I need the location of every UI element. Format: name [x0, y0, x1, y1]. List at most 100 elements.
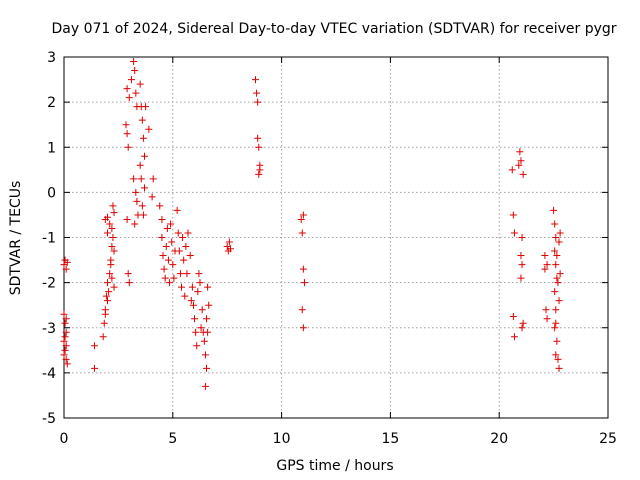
data-point — [541, 265, 549, 273]
data-point — [543, 261, 551, 269]
data-point — [255, 170, 263, 178]
data-point — [123, 130, 131, 138]
data-point — [168, 238, 176, 246]
data-point — [125, 279, 133, 287]
data-point — [551, 220, 559, 228]
data-point — [90, 364, 98, 372]
data-point — [519, 319, 527, 327]
data-point — [194, 288, 202, 296]
y-tick-label: -5 — [42, 411, 56, 427]
data-point — [179, 234, 187, 241]
data-point — [145, 125, 153, 133]
data-point — [509, 211, 517, 219]
data-point — [158, 234, 166, 241]
y-tick-label: -1 — [42, 231, 56, 247]
data-point — [180, 256, 188, 264]
data-point — [251, 76, 259, 84]
data-point — [132, 89, 140, 97]
data-point — [509, 312, 517, 320]
data-point — [176, 270, 184, 278]
data-point — [61, 333, 69, 341]
data-point — [183, 270, 191, 278]
data-point — [156, 202, 164, 210]
data-point — [163, 224, 171, 232]
data-point — [554, 279, 562, 287]
y-tick-label: 0 — [47, 185, 56, 201]
data-point — [60, 351, 68, 359]
data-point — [203, 364, 211, 372]
y-tick-label: 1 — [47, 140, 56, 156]
data-point — [104, 229, 112, 237]
data-point — [130, 175, 138, 183]
data-point — [551, 247, 559, 255]
data-point — [131, 220, 139, 228]
data-point — [203, 315, 211, 323]
data-point — [198, 306, 206, 314]
data-point — [166, 279, 174, 287]
data-point — [132, 188, 140, 196]
data-point — [62, 328, 70, 336]
y-tick-label: 2 — [47, 95, 56, 111]
data-point — [142, 103, 150, 111]
data-point — [139, 211, 147, 219]
data-point — [178, 283, 186, 291]
data-point — [298, 229, 306, 237]
data-point — [256, 166, 264, 174]
data-point — [108, 224, 116, 232]
data-point — [300, 279, 308, 287]
y-tick-labels: -5 -4 -3 -2 -1 0 1 2 3 — [42, 50, 56, 427]
data-point — [173, 206, 181, 214]
data-point — [162, 243, 170, 251]
x-tick-label: 15 — [381, 431, 399, 447]
data-point — [508, 166, 516, 174]
y-tick-label: -3 — [42, 321, 56, 337]
x-tick-label: 0 — [60, 431, 69, 447]
data-point — [516, 148, 524, 156]
data-point — [108, 274, 116, 282]
data-point — [555, 297, 563, 305]
data-point — [61, 319, 69, 327]
data-point — [63, 360, 71, 368]
data-point — [553, 337, 561, 345]
x-axis-label: GPS time / hours — [276, 458, 393, 474]
x-tick-label: 5 — [168, 431, 177, 447]
data-point — [62, 355, 70, 363]
data-point — [551, 288, 559, 296]
data-point — [552, 261, 560, 269]
data-point — [61, 346, 69, 354]
data-point — [552, 306, 560, 314]
data-point — [122, 121, 130, 129]
data-point — [109, 234, 117, 241]
data-point — [105, 288, 113, 296]
x-tick-label: 20 — [490, 431, 508, 447]
data-point — [164, 256, 172, 264]
data-point — [60, 337, 68, 345]
x-tick-label: 25 — [599, 431, 617, 447]
data-point — [187, 297, 195, 305]
grid-layer — [64, 57, 608, 418]
data-point — [184, 229, 192, 237]
data-point — [555, 364, 563, 372]
data-point — [254, 134, 262, 142]
data-point — [189, 301, 197, 309]
data-point — [127, 76, 135, 84]
data-point — [193, 342, 201, 350]
data-point — [106, 220, 114, 228]
data-point — [109, 202, 117, 210]
data-point — [137, 175, 145, 183]
data-point — [159, 252, 167, 260]
data-point — [62, 315, 70, 323]
data-point — [204, 328, 212, 336]
y-tick-label: 3 — [47, 50, 56, 66]
data-point — [551, 324, 559, 332]
data-point — [62, 265, 70, 273]
data-point — [517, 252, 525, 260]
data-point — [102, 292, 110, 300]
data-point — [104, 297, 112, 305]
data-point — [169, 261, 177, 269]
data-point — [106, 270, 114, 278]
data-point — [130, 58, 138, 66]
data-point — [197, 324, 205, 332]
data-point — [181, 292, 189, 300]
